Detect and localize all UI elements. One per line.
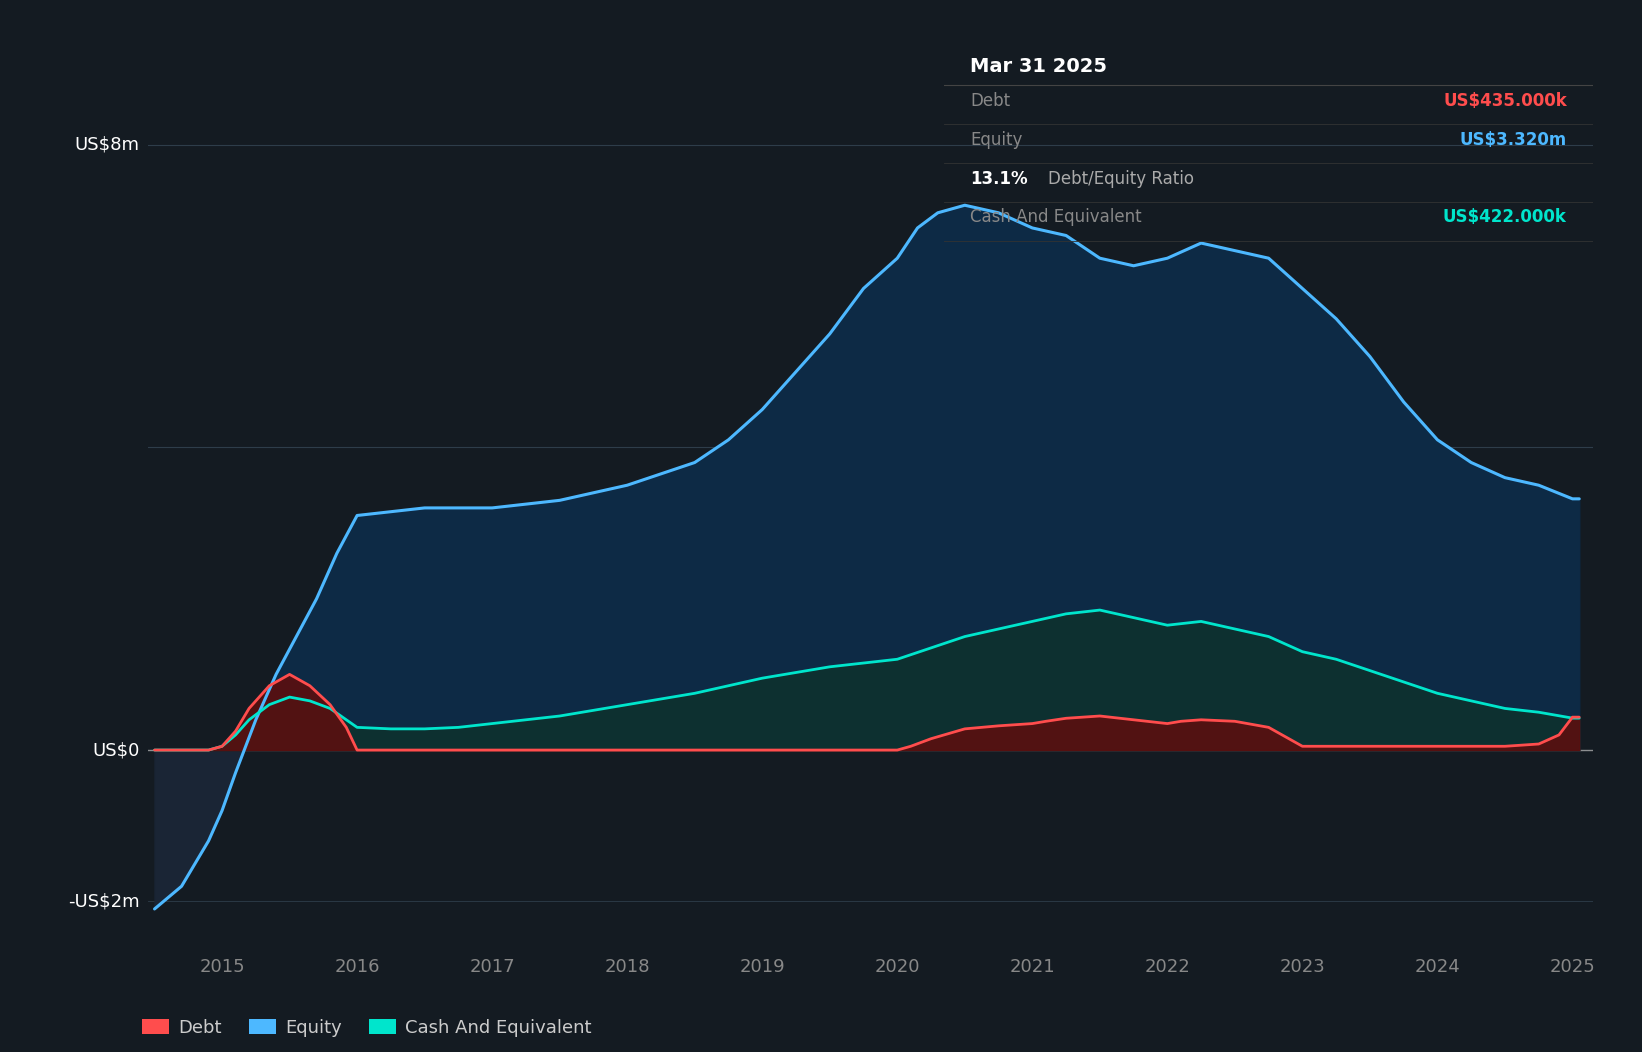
Text: Debt: Debt: [970, 92, 1010, 110]
Text: US$8m: US$8m: [74, 136, 140, 154]
Text: Cash And Equivalent: Cash And Equivalent: [970, 208, 1141, 226]
Text: Mar 31 2025: Mar 31 2025: [970, 58, 1107, 77]
Legend: Debt, Equity, Cash And Equivalent: Debt, Equity, Cash And Equivalent: [143, 1019, 591, 1037]
Text: Equity: Equity: [970, 130, 1023, 148]
Text: -US$2m: -US$2m: [67, 892, 140, 910]
Text: US$435.000k: US$435.000k: [1443, 92, 1566, 110]
Text: US$422.000k: US$422.000k: [1443, 208, 1566, 226]
Text: US$0: US$0: [92, 741, 140, 760]
Text: 13.1%: 13.1%: [970, 169, 1028, 187]
Text: Debt/Equity Ratio: Debt/Equity Ratio: [1048, 169, 1194, 187]
Text: US$3.320m: US$3.320m: [1460, 130, 1566, 148]
